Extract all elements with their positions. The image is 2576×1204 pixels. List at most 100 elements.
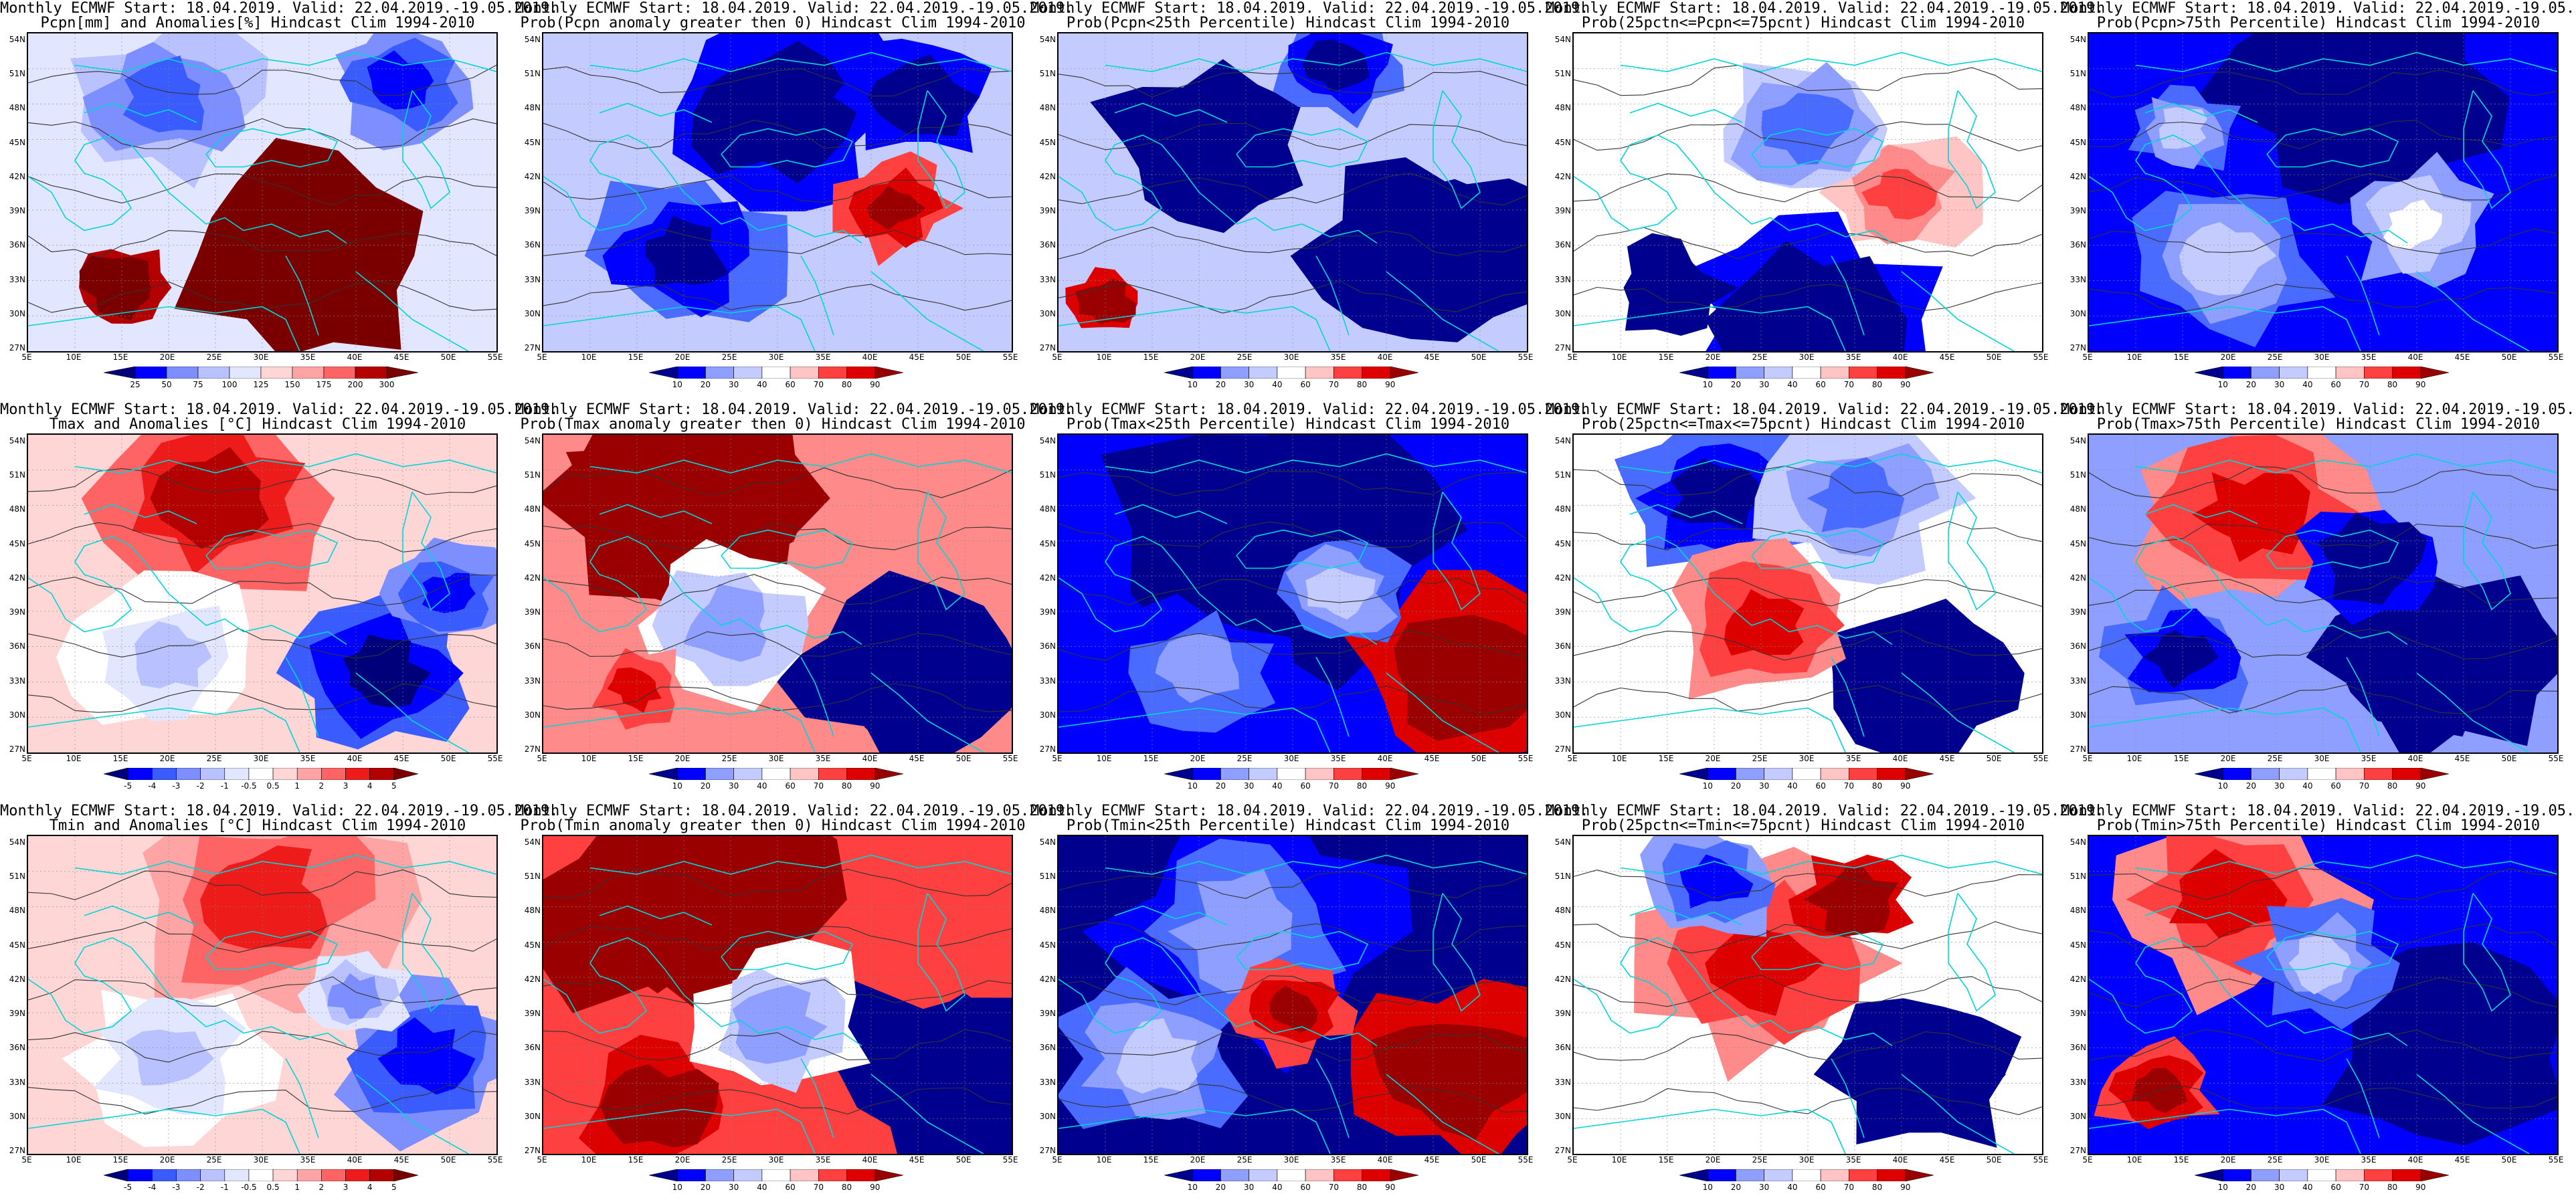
coastline-boundary — [2089, 1108, 2361, 1154]
latitude-tick-label: 33N — [2069, 274, 2086, 284]
latitude-tick-label: 54N — [2069, 35, 2086, 44]
climate-contour-line — [1059, 280, 1527, 314]
coastline-boundary — [1315, 657, 1350, 737]
longitude-tick-label: 55E — [1002, 1155, 1018, 1165]
latitude-tick-label: 42N — [2069, 171, 2086, 181]
coastline-boundary — [355, 1074, 469, 1154]
latitude-tick-label: 48N — [2069, 103, 2086, 113]
latitude-tick-label: 42N — [1039, 573, 1056, 583]
panel-title-line1: Monthly ECMWF Start: 18.04.2019. Valid: … — [515, 803, 1074, 819]
color-scale-tick-label: 200 — [347, 380, 363, 389]
shaded-field-region — [2143, 629, 2219, 689]
latitude-tick-label: 33N — [1039, 274, 1056, 284]
longitude-tick-label: 40E — [347, 754, 363, 763]
climate-contour-line — [1059, 871, 1527, 899]
panel-title-line2: Prob(25pctn<=Tmin<=75pcnt) Hindcast Clim… — [1581, 817, 2025, 834]
color-scale-swatch — [1362, 367, 1391, 379]
coastline-boundary — [599, 102, 713, 123]
climate-contour-line — [2089, 1086, 2557, 1109]
longitude-tick-label: 30E — [768, 353, 784, 362]
coastline-boundary — [74, 453, 496, 474]
panel-title-line1: Monthly ECMWF Start: 18.04.2019. Valid: … — [515, 0, 1074, 17]
color-scale-swatch — [197, 367, 230, 379]
color-scale-swatch — [345, 1169, 370, 1181]
color-scale-swatch — [248, 1169, 274, 1181]
longitude-tick-label: 20E — [159, 1155, 175, 1165]
coastline-boundary — [28, 1108, 300, 1154]
coastline-boundary — [1114, 504, 1228, 524]
color-scale-bar — [2195, 768, 2449, 780]
latitude-tick-label: 42N — [1554, 573, 1571, 583]
latitude-tick-label: 42N — [1554, 171, 1571, 181]
latitude-tick-label: 45N — [9, 137, 25, 147]
latitude-tick-label: 33N — [9, 1077, 25, 1087]
panel-title-line1: Monthly ECMWF Start: 18.04.2019. Valid: … — [1030, 0, 1589, 17]
map-area — [2088, 32, 2559, 353]
latitude-tick-label: 51N — [1039, 470, 1056, 480]
longitude-tick-label: 35E — [1330, 1155, 1346, 1165]
climate-contour-line — [2089, 629, 2557, 660]
latitude-tick-label: 27N — [1039, 1146, 1056, 1155]
longitude-tick-label: 5E — [21, 353, 32, 362]
latitude-tick-label: 27N — [524, 744, 541, 754]
color-scale-swatch — [761, 768, 791, 780]
climate-contour-line — [28, 522, 496, 553]
color-scale-tick-label: 5 — [391, 1183, 397, 1192]
color-scale-swatch — [2279, 367, 2308, 379]
coastline-boundary — [1901, 1074, 2015, 1154]
color-scale-swatch — [790, 768, 819, 780]
climate-contour-line — [28, 281, 496, 313]
panel-title-line2: Prob(Tmin<25th Percentile) Hindcast Clim… — [1066, 817, 1510, 834]
coastline-boundary — [1315, 1058, 1350, 1138]
longitude-tick-label: 40E — [2407, 754, 2423, 763]
color-scale-tick-label: 30 — [729, 380, 739, 389]
color-scale-swatch — [2335, 768, 2365, 780]
color-scale-tick-label: 10 — [2217, 1183, 2228, 1192]
shaded-field-region — [96, 264, 152, 314]
shaded-map-svg — [543, 836, 1012, 1154]
coastline-boundary — [543, 1108, 816, 1154]
climate-contour-line — [1574, 520, 2042, 554]
coastline-boundary — [2463, 492, 2511, 611]
coastline-boundary — [721, 529, 854, 569]
color-scale-swatch — [1362, 768, 1391, 780]
latitude-tick-label: 51N — [1554, 69, 1571, 79]
longitude-tick-label: 5E — [1567, 1155, 1578, 1165]
coastline-boundary — [543, 707, 816, 752]
color-scale-swatch — [134, 367, 167, 379]
map-area — [2088, 835, 2559, 1155]
coastline-boundary — [1105, 854, 1527, 875]
forecast-map-panel: Monthly ECMWF Start: 18.04.2019. Valid: … — [1030, 401, 1588, 803]
latitude-tick-label: 54N — [2069, 837, 2086, 847]
latitude-tick-label: 48N — [524, 103, 541, 113]
coastline-boundary — [1059, 1108, 1331, 1154]
color-scale-tick-label: -3 — [172, 781, 181, 791]
latitude-tick-label: 45N — [1554, 137, 1571, 147]
coastline-boundary — [800, 256, 834, 336]
longitude-tick-label: 25E — [1752, 1155, 1768, 1165]
color-scale-swatch — [1277, 768, 1306, 780]
coastline-boundary — [2416, 672, 2530, 752]
shaded-field-region — [2192, 472, 2310, 563]
color-scale-tick-label: 70 — [1843, 781, 1854, 791]
coastline-boundary — [1574, 306, 1846, 351]
latitude-tick-label: 54N — [1554, 436, 1571, 445]
shaded-map-svg — [1059, 33, 1527, 351]
color-scale-swatch — [1192, 367, 1221, 379]
coastline-boundary — [355, 271, 469, 351]
color-scale-swatch — [2279, 768, 2308, 780]
latitude-tick-label: 54N — [524, 35, 541, 44]
color-scale-tick-label: 90 — [870, 380, 881, 389]
coastline-boundary — [543, 937, 648, 1034]
latitude-tick-label: 33N — [524, 1077, 541, 1087]
color-scale-swatch — [2222, 1169, 2251, 1181]
latitude-tick-label: 42N — [524, 573, 541, 583]
shaded-field-region — [2391, 1009, 2493, 1110]
coastline-boundary — [599, 905, 713, 926]
latitude-tick-label: 45N — [2069, 137, 2086, 147]
climate-contour-line — [1059, 122, 1527, 150]
climate-contour-line — [1059, 1032, 1527, 1062]
coastline-boundary — [2089, 707, 2361, 752]
color-scale-swatch — [1792, 1169, 1821, 1181]
color-scale-tick-label: 70 — [813, 380, 824, 389]
